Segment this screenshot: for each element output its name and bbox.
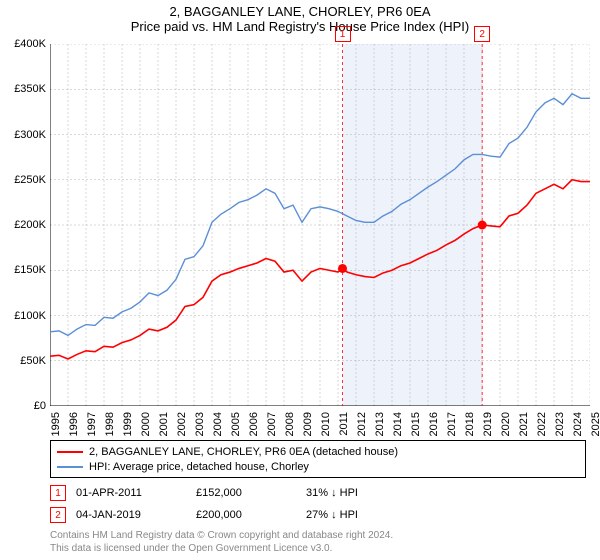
xtick-label: 2015 [410,412,422,436]
xtick-label: 2011 [338,412,350,436]
xtick-label: 2024 [572,412,584,436]
xtick-label: 2007 [266,412,278,436]
credit-line: Contains HM Land Registry data © Crown c… [50,530,393,543]
chart-area: £0£50K£100K£150K£200K£250K£300K£350K£400… [50,44,590,406]
chart-svg [50,44,590,406]
ytick-label: £300K [2,129,46,141]
credit-line: This data is licensed under the Open Gov… [50,543,393,556]
xtick-label: 2001 [158,412,170,436]
xtick-label: 2013 [374,412,386,436]
ytick-label: £150K [2,264,46,276]
xtick-label: 2018 [464,412,476,436]
ytick-label: £200K [2,219,46,231]
ytick-label: £100K [2,310,46,322]
marker-icon: 1 [50,485,66,501]
title-sub: Price paid vs. HM Land Registry's House … [0,19,600,34]
xtick-label: 2023 [554,412,566,436]
xtick-label: 2000 [140,412,152,436]
legend-label: HPI: Average price, detached house, Chor… [89,461,309,473]
xtick-label: 2006 [248,412,260,436]
xtick-label: 1995 [50,412,62,436]
xtick-label: 2008 [284,412,296,436]
xtick-label: 2003 [194,412,206,436]
xtick-label: 1998 [104,412,116,436]
xtick-label: 2009 [302,412,314,436]
xtick-label: 2014 [392,412,404,436]
legend-box: 2, BAGGANLEY LANE, CHORLEY, PR6 0EA (det… [50,440,586,478]
chart-marker-label: 1 [335,26,351,42]
xtick-label: 2016 [428,412,440,436]
cell-pct: 31% ↓ HPI [306,487,416,499]
title-main: 2, BAGGANLEY LANE, CHORLEY, PR6 0EA [0,4,600,19]
xtick-label: 2021 [518,412,530,436]
xtick-label: 2025 [590,412,600,436]
legend-row: HPI: Average price, detached house, Chor… [57,459,579,474]
cell-date: 04-JAN-2019 [76,509,186,521]
xtick-label: 2002 [176,412,188,436]
legend-swatch [57,466,83,468]
chart-marker-label: 2 [474,26,490,42]
ytick-label: £350K [2,83,46,95]
xtick-label: 1996 [68,412,80,436]
legend-swatch [57,451,83,453]
legend-row: 2, BAGGANLEY LANE, CHORLEY, PR6 0EA (det… [57,444,579,459]
xtick-label: 2022 [536,412,548,436]
credit-text: Contains HM Land Registry data © Crown c… [50,530,393,555]
xtick-label: 2010 [320,412,332,436]
price-table: 1 01-APR-2011 £152,000 31% ↓ HPI 2 04-JA… [50,482,416,526]
xtick-label: 2012 [356,412,368,436]
cell-price: £200,000 [196,509,296,521]
cell-date: 01-APR-2011 [76,487,186,499]
xtick-label: 1997 [86,412,98,436]
xtick-label: 2004 [212,412,224,436]
table-row: 1 01-APR-2011 £152,000 31% ↓ HPI [50,482,416,504]
ytick-label: £400K [2,38,46,50]
table-row: 2 04-JAN-2019 £200,000 27% ↓ HPI [50,504,416,526]
xtick-label: 2017 [446,412,458,436]
cell-price: £152,000 [196,487,296,499]
xtick-label: 2020 [500,412,512,436]
xtick-label: 2019 [482,412,494,436]
marker-icon: 2 [50,507,66,523]
cell-pct: 27% ↓ HPI [306,509,416,521]
xtick-label: 1999 [122,412,134,436]
legend-label: 2, BAGGANLEY LANE, CHORLEY, PR6 0EA (det… [89,446,398,458]
ytick-label: £0 [2,400,46,412]
ytick-label: £50K [2,355,46,367]
xtick-label: 2005 [230,412,242,436]
ytick-label: £250K [2,174,46,186]
